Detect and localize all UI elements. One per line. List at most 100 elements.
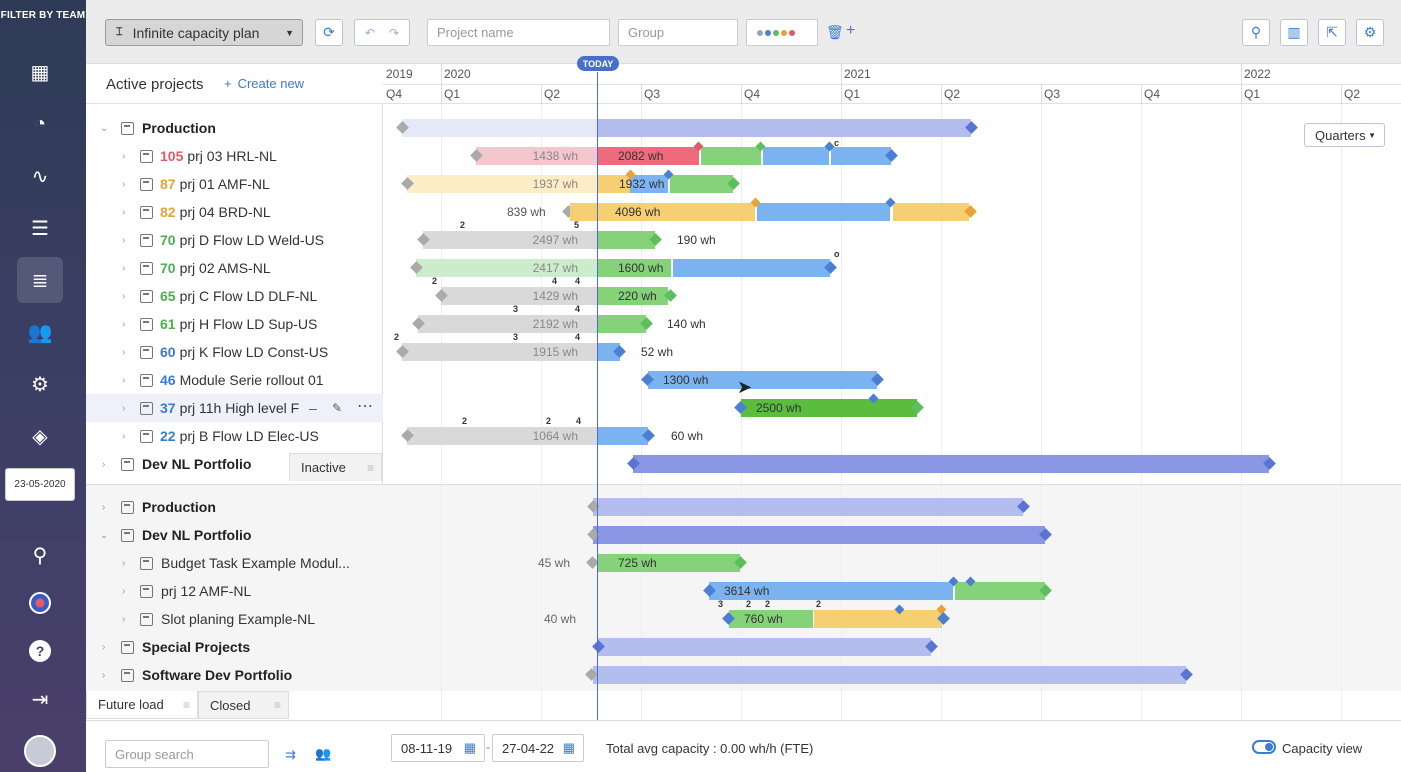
sidebar-date[interactable]: 23-05-2020 xyxy=(5,468,75,501)
gantt-bar[interactable] xyxy=(763,147,829,165)
group-row-dev-nl-inactive[interactable]: ⌄ Dev NL Portfolio xyxy=(86,521,383,549)
list-item[interactable]: › 82 prj 04 BRD-NL xyxy=(86,198,383,226)
tab-future-load[interactable]: Future load ≡ xyxy=(86,691,198,719)
date-to-input[interactable]: 27-04-22 ▦ xyxy=(492,734,584,762)
gantt-bar[interactable] xyxy=(633,455,1269,473)
group-input[interactable]: Group xyxy=(618,19,738,46)
settings-icon[interactable]: ⚙ xyxy=(31,373,49,396)
chevron-right-icon[interactable]: › xyxy=(122,206,126,218)
list-item[interactable]: › 60 prj K Flow LD Const-US xyxy=(86,338,383,366)
tab-inactive[interactable]: Inactive ≡ xyxy=(289,453,382,481)
users-icon[interactable]: 👥 xyxy=(27,321,53,344)
chevron-right-icon[interactable]: › xyxy=(122,402,126,414)
menu-icon[interactable]: ≡ xyxy=(273,698,281,712)
chevron-right-icon[interactable]: › xyxy=(102,501,106,513)
dashboard-icon[interactable]: ◔ xyxy=(33,112,47,135)
chevron-down-icon[interactable]: ⌄ xyxy=(100,122,109,134)
gantt-bar[interactable] xyxy=(893,203,969,221)
gantt-bar[interactable] xyxy=(673,259,830,277)
gantt-bar[interactable]: 725 wh xyxy=(598,554,740,572)
trash-icon[interactable]: 🗑 xyxy=(826,24,844,40)
logout-icon[interactable]: ⇥ xyxy=(31,688,49,711)
menu-icon[interactable]: ≡ xyxy=(366,460,374,475)
menu-icon[interactable]: ≡ xyxy=(182,697,190,712)
list-item[interactable]: › 61 prj H Flow LD Sup-US xyxy=(86,310,383,338)
chevron-right-icon[interactable]: › xyxy=(122,613,126,625)
group-row-software[interactable]: › Software Dev Portfolio xyxy=(86,661,383,689)
zoom-select[interactable]: Quarters ▼ xyxy=(1304,123,1385,147)
gantt-bar[interactable] xyxy=(402,119,598,137)
chevron-right-icon[interactable]: › xyxy=(122,318,126,330)
plan-select[interactable]: ⌶ Infinite capacity plan ▼ xyxy=(105,19,303,46)
list-item[interactable]: › 87 prj 01 AMF-NL xyxy=(86,170,383,198)
add-icon[interactable]: + xyxy=(846,22,856,39)
gantt-bar[interactable]: 1600 wh xyxy=(598,259,671,277)
list-icon[interactable]: ☰ xyxy=(31,217,49,240)
gantt-bar[interactable] xyxy=(598,343,620,361)
group-row-production-inactive[interactable]: › Production xyxy=(86,493,383,521)
list-item[interactable]: › Budget Task Example Modul... xyxy=(86,549,383,577)
gantt-icon[interactable]: ≣ xyxy=(17,257,63,303)
list-item[interactable]: › 46 Module Serie rollout 01 xyxy=(86,366,383,394)
calendar-icon[interactable]: ▦ xyxy=(463,740,476,755)
group-search-input[interactable]: Group search xyxy=(105,740,269,768)
chevron-down-icon[interactable]: ⌄ xyxy=(100,529,109,541)
sort-icon[interactable]: ⇉ xyxy=(285,747,296,762)
create-new-button[interactable]: + Create new xyxy=(224,76,304,91)
chevron-right-icon[interactable]: › xyxy=(122,290,126,302)
search-chart-icon[interactable]: ⚲ xyxy=(32,544,48,567)
gantt-bar[interactable]: 1300 wh xyxy=(648,371,877,389)
gantt-bar[interactable]: 220 wh xyxy=(598,287,668,305)
gantt-bar[interactable] xyxy=(593,526,1045,544)
edit-icon[interactable]: ✎ xyxy=(332,401,343,415)
group-row-special[interactable]: › Special Projects xyxy=(86,633,383,661)
group-row-dev-nl[interactable]: › Dev NL Portfolio xyxy=(86,450,286,478)
gantt-bar[interactable] xyxy=(701,147,761,165)
gantt-bar[interactable] xyxy=(598,427,648,445)
team-icon[interactable]: 👥 xyxy=(315,746,332,761)
chevron-right-icon[interactable]: › xyxy=(122,585,126,597)
list-item[interactable]: › prj 12 AMF-NL xyxy=(86,577,383,605)
filter-by-team-title[interactable]: FILTER BY TEAM xyxy=(0,10,86,21)
grid-icon[interactable]: ▦ xyxy=(30,61,50,84)
activity-icon[interactable]: ∿ xyxy=(31,165,49,188)
settings-button[interactable]: ⚙ xyxy=(1356,19,1384,46)
chevron-right-icon[interactable]: › xyxy=(122,430,126,442)
chevron-right-icon[interactable]: › xyxy=(102,458,106,470)
undo-icon[interactable]: ↶ xyxy=(364,25,375,40)
gantt-bar[interactable] xyxy=(593,666,1186,684)
gantt-bar[interactable]: 2417 wh xyxy=(416,259,598,277)
chevron-right-icon[interactable]: › xyxy=(122,178,126,190)
chevron-right-icon[interactable]: › xyxy=(102,669,106,681)
list-item[interactable]: › 70 prj 02 AMS-NL xyxy=(86,254,383,282)
list-item[interactable]: › Slot planing Example-NL xyxy=(86,605,383,633)
list-item[interactable]: › 70 prj D Flow LD Weld-US xyxy=(86,226,383,254)
chevron-right-icon[interactable]: › xyxy=(122,374,126,386)
gantt-bar[interactable] xyxy=(593,498,1023,516)
avatar[interactable] xyxy=(24,735,56,767)
gantt-bar[interactable]: 2497 wh xyxy=(423,231,598,249)
help-icon[interactable]: ? xyxy=(17,628,63,674)
gantt-bar[interactable] xyxy=(955,582,1045,600)
gantt-bar[interactable]: 1429 wh xyxy=(441,287,598,305)
gantt-bar[interactable] xyxy=(598,315,646,333)
flag-icon[interactable] xyxy=(17,580,63,626)
color-filter[interactable] xyxy=(746,19,818,46)
gantt-bar[interactable]: 2192 wh xyxy=(418,315,598,333)
gantt-bar[interactable] xyxy=(598,175,630,193)
minus-icon[interactable]: – xyxy=(309,400,317,416)
gantt-bar[interactable]: 4096 wh xyxy=(570,203,755,221)
columns-button[interactable]: ▥ xyxy=(1280,19,1308,46)
date-from-input[interactable]: 08-11-19 ▦ xyxy=(391,734,485,762)
chevron-right-icon[interactable]: › xyxy=(122,262,126,274)
layers-icon[interactable]: ◈ xyxy=(32,425,48,448)
gantt-bar[interactable] xyxy=(757,203,890,221)
list-item[interactable]: › 65 prj C Flow LD DLF-NL xyxy=(86,282,383,310)
more-icon[interactable]: ⋯ xyxy=(357,398,373,415)
list-item[interactable]: › 105 prj 03 HRL-NL xyxy=(86,142,383,170)
gantt-bar[interactable]: 760 wh xyxy=(729,610,813,628)
redo-icon[interactable]: ↷ xyxy=(389,25,400,40)
capacity-view-toggle[interactable] xyxy=(1252,740,1276,754)
gantt-bar[interactable] xyxy=(831,147,891,165)
group-row-production[interactable]: ⌄ Production xyxy=(86,114,383,142)
